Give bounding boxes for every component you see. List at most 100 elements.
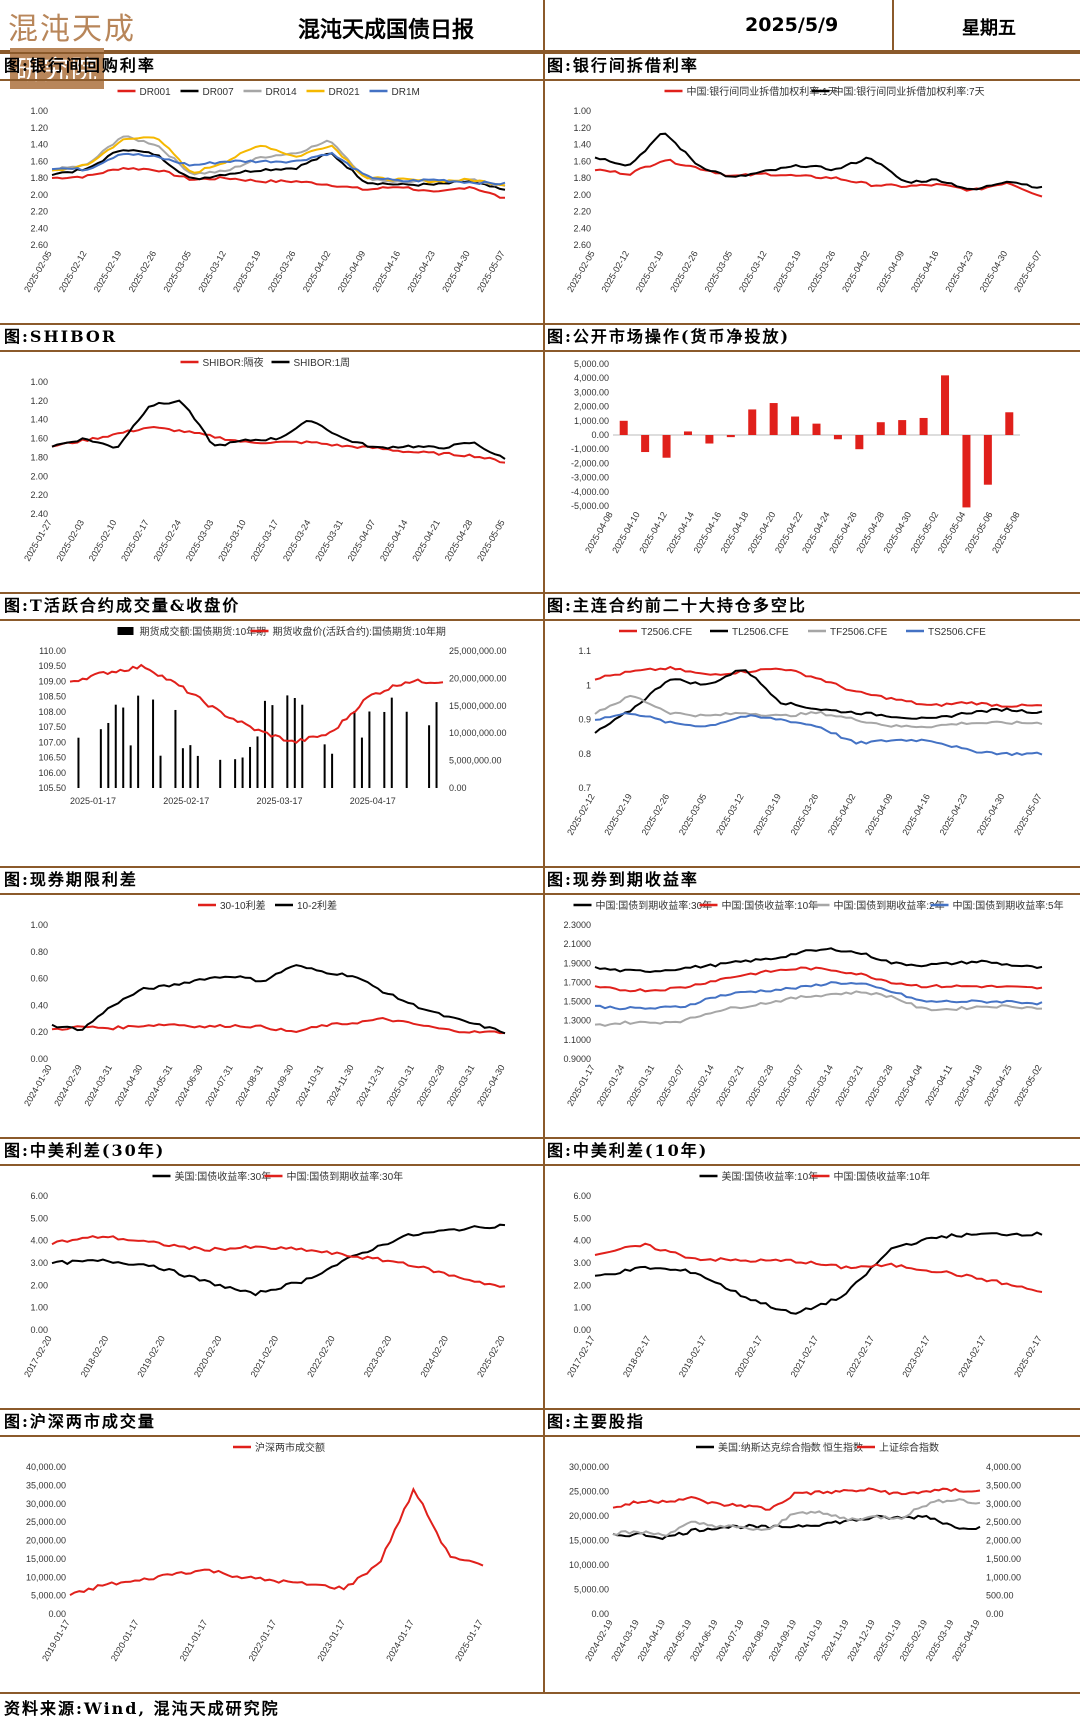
- x-tick-label: 2023-01-17: [315, 1618, 347, 1663]
- x-tick-label: 2025-04-23: [405, 249, 437, 294]
- x-tick-label: 2025-04-30: [975, 792, 1007, 837]
- legend-item: 中国:国债到期收益率:30年: [573, 899, 712, 912]
- x-tick-label: 2024-02-29: [52, 1063, 84, 1108]
- y-tick-label: 2.60: [573, 240, 591, 250]
- bar: [812, 423, 821, 435]
- legend-item: 30-10利差: [198, 899, 266, 912]
- x-tick-label: 2025-02-26: [127, 249, 159, 294]
- series-line: [594, 947, 1043, 974]
- volume-bar: [159, 755, 162, 788]
- x-tick-label: 2025-04-23: [943, 249, 975, 294]
- legend-label: 中国:国债到期收益率:30年: [287, 1170, 404, 1183]
- y-tick-label: 0.00: [48, 1609, 66, 1619]
- panel-title: 图:T活跃合约成交量&收盘价: [0, 592, 543, 621]
- x-tick-label: 2025-02-26: [640, 792, 672, 837]
- legend-label: 中国:银行间同业拆借加权利率:1天: [687, 85, 838, 98]
- volume-bar: [263, 700, 266, 788]
- y-tick-label: 1.3000: [563, 1016, 591, 1026]
- y-tick-label: 2,500.00: [986, 1517, 1021, 1527]
- x-tick-label: 2025-04-30: [440, 249, 472, 294]
- chart-panel-p6: 图:主连合约前二十大持仓多空比 T2506.CFE TL2506.CFE TF2506…: [543, 592, 1080, 866]
- legend-label: 期货成交额:国债期货:10年期: [140, 625, 267, 638]
- x-tick-label: 2025-04-02: [826, 792, 858, 837]
- legend-label: DR007: [203, 87, 235, 98]
- volume-bar: [234, 759, 237, 788]
- x-tick-label: 2025-05-02: [1012, 1063, 1044, 1108]
- panel-title: 图:现券期限利差: [0, 866, 543, 895]
- y-tick-label: 500.00: [986, 1591, 1014, 1601]
- y-tick-label: 1.1000: [563, 1035, 591, 1045]
- x-tick-label: 2025-03-19: [751, 792, 783, 837]
- x-tick-label: 2025-04-04: [893, 1063, 925, 1108]
- legend-item: 中国:国债收益率:10年: [699, 899, 818, 912]
- volume-bar: [181, 748, 184, 788]
- chart-svg: 美国:国债收益率:30年 中国:国债到期收益率:30年 6.00 5.00 4.00 3.…: [22, 1170, 507, 1379]
- x-tick-label: 2025-02-17: [1012, 1334, 1044, 1379]
- volume-bar: [271, 705, 274, 788]
- volume-bar: [137, 695, 140, 788]
- x-tick-label: 2017-02-17: [565, 1334, 597, 1379]
- x-tick-label: 2025-04-30: [882, 510, 914, 555]
- y-tick-label: 1.00: [573, 1303, 591, 1313]
- series-line: [51, 399, 506, 460]
- x-tick-label: 2017-02-20: [22, 1334, 54, 1379]
- y-tick-label: 110.00: [39, 646, 66, 656]
- y-tick-label: 2.40: [30, 509, 48, 519]
- y-tick-label: 3,000.00: [986, 1499, 1021, 1509]
- legend-item: DR021: [306, 87, 360, 98]
- bar: [726, 435, 735, 438]
- x-tick-label: 2025-03-26: [266, 249, 298, 294]
- y-tick-label: 0.80: [30, 947, 48, 957]
- panel-title: 图:主要股指: [543, 1408, 1080, 1437]
- series-line: [594, 712, 1043, 757]
- chart-panel-p3: 图:SHIBOR SHIBOR:隔夜 SHIBOR:1周 1.00 1.20 1.40 1.…: [0, 323, 543, 592]
- panel-title: 图:沪深两市成交量: [0, 1408, 543, 1437]
- series-line: [594, 694, 1043, 729]
- chart-panel-p11: 图:沪深两市成交量 沪深两市成交额 40,000.00 35,000.00 30,000…: [0, 1408, 543, 1692]
- bar: [662, 435, 671, 458]
- y-tick-label: 1.40: [30, 140, 48, 150]
- x-tick-label: 2025-04-17: [350, 796, 396, 806]
- series-line: [51, 1235, 506, 1288]
- y-tick-label: 1.80: [30, 452, 48, 462]
- x-tick-label: 2025-04-28: [443, 518, 475, 563]
- x-tick-label: 2025-01-27: [22, 518, 54, 563]
- bar: [791, 416, 800, 435]
- bar: [962, 435, 971, 508]
- series-line: [51, 136, 506, 187]
- y-tick-label: 0.00: [449, 783, 467, 793]
- x-tick-label: 2025-02-12: [599, 249, 631, 294]
- x-tick-label: 2025-02-03: [54, 518, 86, 563]
- bar: [855, 435, 864, 450]
- y-tick-label: 0.60: [30, 974, 48, 984]
- volume-bar: [323, 744, 326, 788]
- panel-divider: [543, 323, 545, 592]
- bar: [769, 403, 778, 435]
- legend-label: 中国:银行间同业拆借加权利率:7天: [834, 85, 985, 98]
- x-tick-label: 2025-03-31: [313, 518, 345, 563]
- legend-label: 中国:国债到期收益率:2年: [834, 899, 945, 912]
- y-tick-label: 0.9000: [563, 1054, 591, 1064]
- legend-item: 美国:国债收益率:30年: [152, 1170, 271, 1183]
- x-tick-label: 2022-02-17: [844, 1334, 876, 1379]
- header-divider: [892, 0, 894, 52]
- y-tick-label: 6.00: [573, 1191, 591, 1201]
- x-tick-label: 2025-04-18: [719, 510, 751, 555]
- x-tick-label: 2025-04-14: [378, 518, 410, 563]
- x-tick-label: 2025-02-28: [415, 1063, 447, 1108]
- x-tick-label: 2025-04-08: [583, 510, 615, 555]
- x-tick-label: 2023-02-20: [362, 1334, 394, 1379]
- y-tick-label: 2,000.00: [574, 402, 609, 412]
- y-tick-label: 25,000.00: [569, 1487, 609, 1497]
- series-line: [51, 1016, 506, 1035]
- y-tick-label: 20,000.00: [569, 1511, 609, 1521]
- y-tick-label: 2.40: [573, 223, 591, 233]
- y-tick-label: 4.00: [573, 1236, 591, 1246]
- x-tick-label: 2025-04-16: [692, 510, 724, 555]
- legend-item: T2506.CFE: [619, 627, 692, 638]
- legend-label: 30-10利差: [220, 899, 266, 912]
- legend-item: 中国:国债到期收益率:5年: [930, 899, 1064, 912]
- x-tick-label: 2025-02-12: [565, 792, 597, 837]
- series-line: [594, 1231, 1043, 1315]
